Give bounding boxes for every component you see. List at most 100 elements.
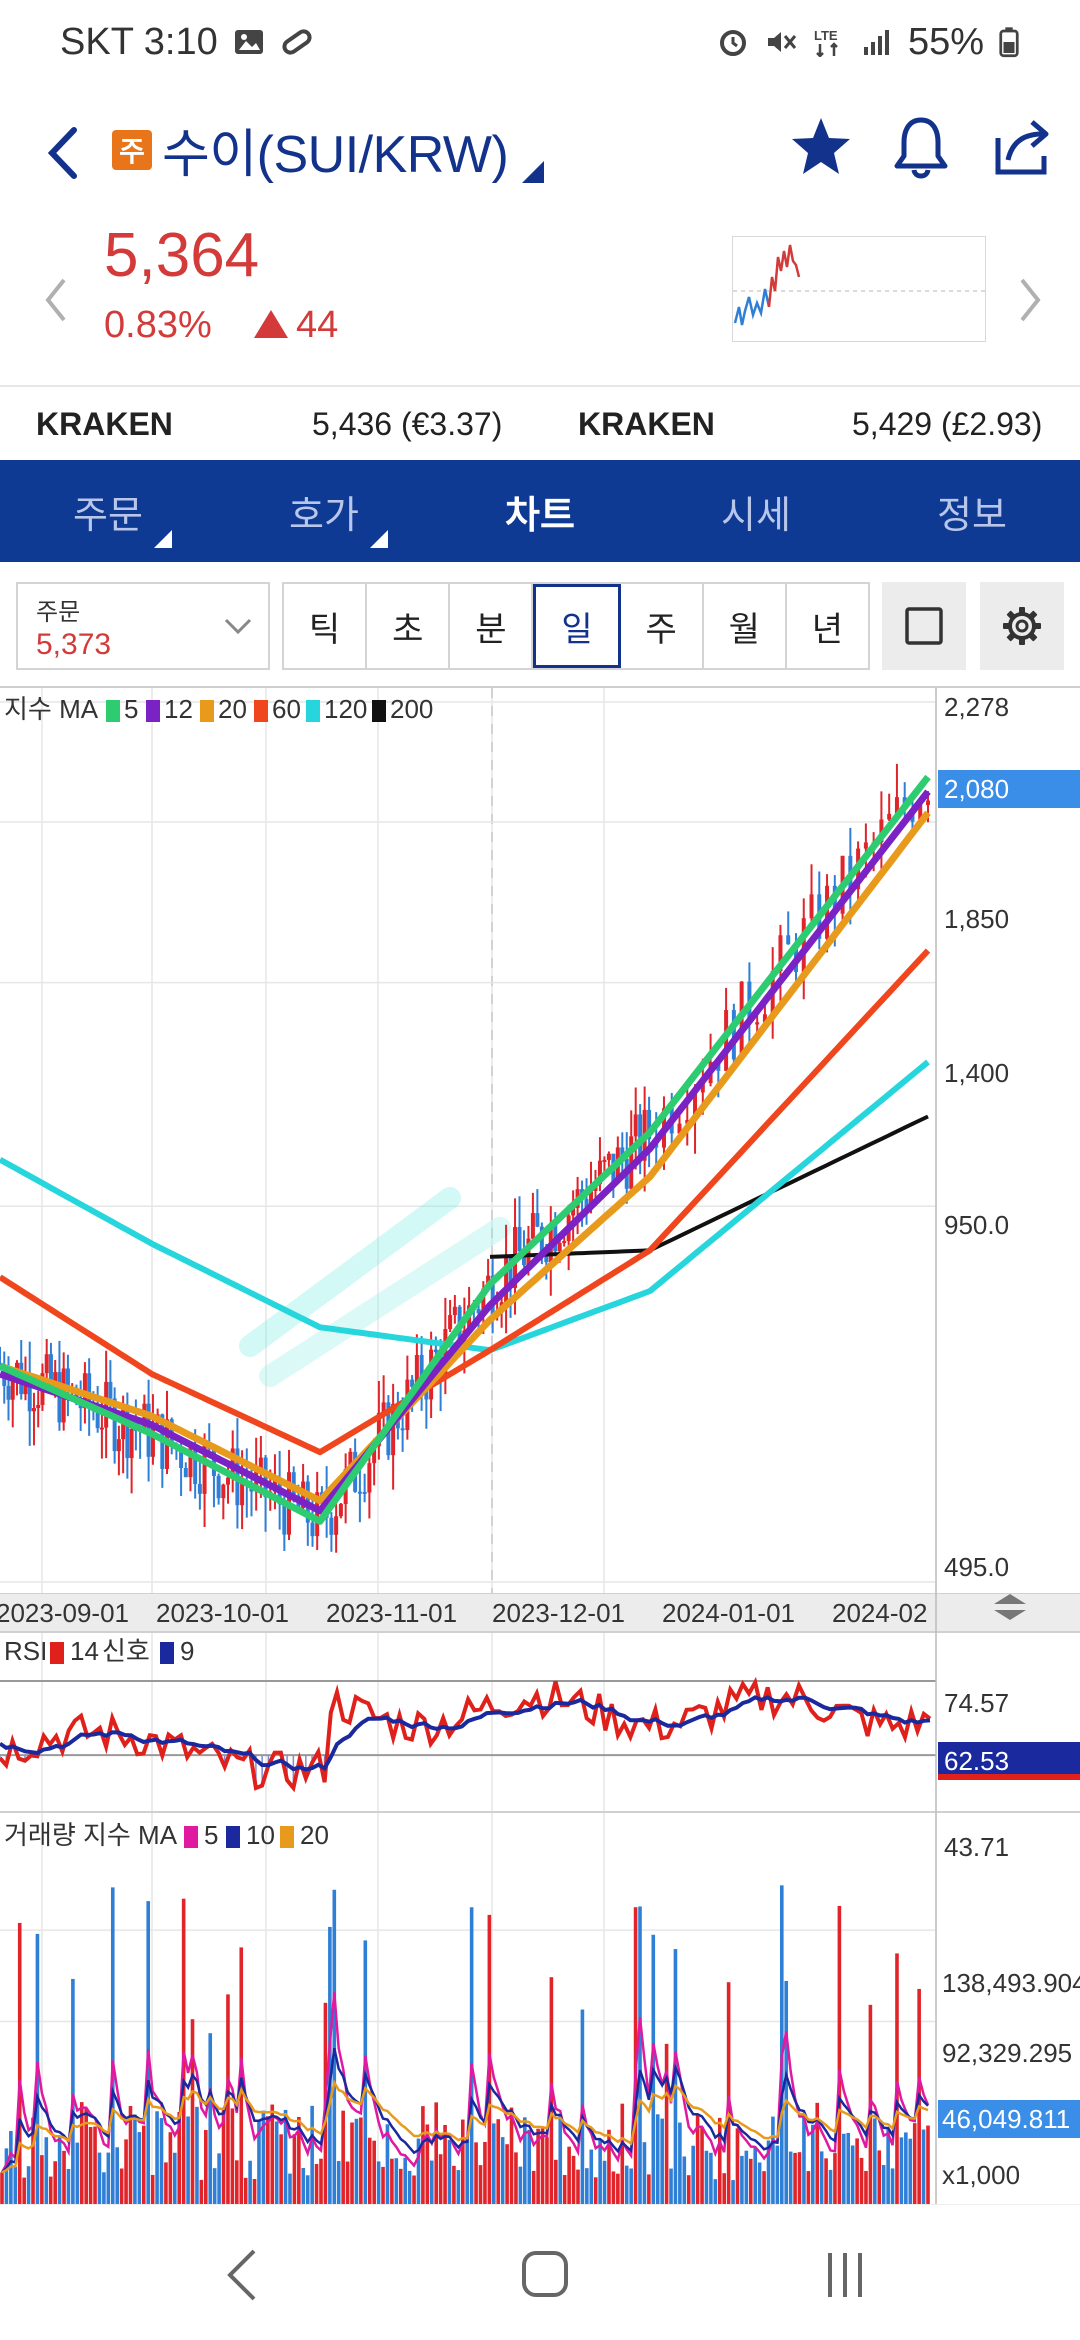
tab-orderbook[interactable]: 호가 (216, 460, 432, 562)
lte-icon: LTE (814, 28, 838, 57)
volume-bar (850, 2145, 855, 2204)
star-icon[interactable] (786, 108, 856, 188)
volume-bar (345, 2161, 350, 2204)
volume-bar (496, 2119, 501, 2204)
volume-bar (824, 2158, 828, 2204)
price-chart[interactable]: 2023-09-01 2023-10-01 2023-11-01 2023-12… (0, 688, 1080, 2204)
candle-body (452, 1306, 457, 1316)
ma-line-60 (0, 948, 931, 1456)
volume-bar (722, 2173, 726, 2204)
volume-axis-label: 138,493.904 (942, 1968, 1080, 1998)
rsi-axis-label: 74.57 (944, 1688, 1009, 1718)
candle-body (887, 813, 892, 820)
rsi-signal-period: 9 (180, 1636, 194, 1666)
volume-bar (57, 2137, 62, 2204)
period-week[interactable]: 주 (620, 584, 704, 668)
title-area[interactable]: 주 수이(SUI/KRW) (112, 112, 545, 187)
candle-body (95, 1411, 100, 1429)
volume-bar (527, 2129, 532, 2204)
volume-bar (735, 2128, 740, 2204)
back-icon[interactable] (36, 118, 96, 188)
share-icon[interactable] (988, 108, 1058, 188)
volume-bar (793, 2152, 797, 2204)
volume-bar (359, 2117, 363, 2204)
volume-bar (797, 2152, 802, 2204)
legend-label: 20 (300, 1820, 329, 1850)
volume-bar (602, 2160, 607, 2204)
legend-swatch (146, 700, 160, 722)
trend-highlight (239, 1187, 461, 1357)
next-icon[interactable] (1010, 270, 1050, 330)
volume-bar (912, 2123, 917, 2204)
candle-body (597, 1160, 602, 1185)
expand-axis-icon[interactable] (994, 1594, 1026, 1620)
volume-bar (119, 2168, 124, 2204)
battery-text: 55% (907, 20, 984, 63)
volume-bar (877, 2150, 882, 2204)
candle-body (557, 1243, 562, 1252)
recent-apps-icon[interactable] (800, 2235, 890, 2315)
square-icon (905, 607, 943, 645)
volume-bar (17, 1922, 22, 2204)
tab-label: 차트 (505, 494, 575, 537)
tab-market[interactable]: 시세 (648, 460, 864, 562)
period-minute[interactable]: 분 (450, 584, 534, 668)
settings-button[interactable] (980, 582, 1064, 670)
gear-icon (1003, 607, 1041, 645)
candle-body (202, 1444, 207, 1494)
period-second[interactable]: 초 (367, 584, 451, 668)
fullscreen-button[interactable] (882, 582, 966, 670)
volume-bar (124, 2139, 128, 2204)
tab-info[interactable]: 정보 (864, 460, 1080, 562)
rsi-legend: RSI 14 신호 9 (4, 1636, 194, 1666)
tab-label: 시세 (721, 494, 791, 537)
volume-bar (859, 2157, 864, 2204)
candle-body (197, 1484, 202, 1494)
volume-bar (491, 2123, 496, 2204)
mini-chart[interactable] (732, 236, 987, 342)
tab-chart[interactable]: 차트 (432, 460, 648, 562)
rsi-signal-line (0, 1695, 931, 1772)
volume-bar (443, 2124, 447, 2204)
volume-bar (673, 1949, 678, 2204)
volume-bar (744, 2150, 749, 2204)
chevron-down-icon (224, 618, 252, 635)
candle-body (108, 1381, 113, 1399)
period-year[interactable]: 년 (786, 584, 868, 668)
period-day[interactable]: 일 (533, 584, 621, 668)
bell-icon[interactable] (886, 108, 956, 188)
home-icon[interactable] (500, 2235, 590, 2315)
volume-bar (412, 2175, 416, 2204)
volume-bar (381, 2166, 385, 2204)
volume-bar (545, 2137, 549, 2204)
y-axis-label: 2,278 (944, 692, 1009, 722)
volume-bar (779, 1885, 784, 2204)
candle-body (894, 797, 899, 814)
volume-bar (460, 2119, 465, 2204)
order-select[interactable]: 주문 5,373 (16, 582, 270, 670)
order-select-value: 5,373 (36, 628, 112, 661)
candle-body (490, 1275, 495, 1318)
candle-body (544, 1252, 549, 1263)
volume-bar (438, 2154, 443, 2204)
order-select-label: 주문 (36, 599, 81, 626)
period-tick[interactable]: 틱 (284, 584, 368, 668)
gallery-icon (234, 30, 263, 54)
volume-bar (514, 2152, 518, 2204)
tab-corner-icon (154, 530, 172, 548)
rsi-legend-title: RSI (4, 1636, 47, 1666)
volume-bar (367, 2137, 372, 2204)
status-bar: SKT 3:10 LTE 55% (0, 0, 1080, 84)
exchange-name: KRAKEN (36, 406, 173, 442)
candle-body (381, 1402, 386, 1413)
volume-bar (53, 2161, 57, 2204)
candle-body (448, 1315, 453, 1330)
tab-order[interactable]: 주문 (0, 460, 216, 562)
volume-bar (704, 2150, 709, 2204)
candle-body (400, 1428, 405, 1431)
period-month[interactable]: 월 (703, 584, 787, 668)
candle-body (443, 1329, 448, 1379)
volume-bar (274, 2121, 279, 2204)
prev-icon[interactable] (36, 270, 76, 330)
back-nav-icon[interactable] (200, 2235, 290, 2315)
